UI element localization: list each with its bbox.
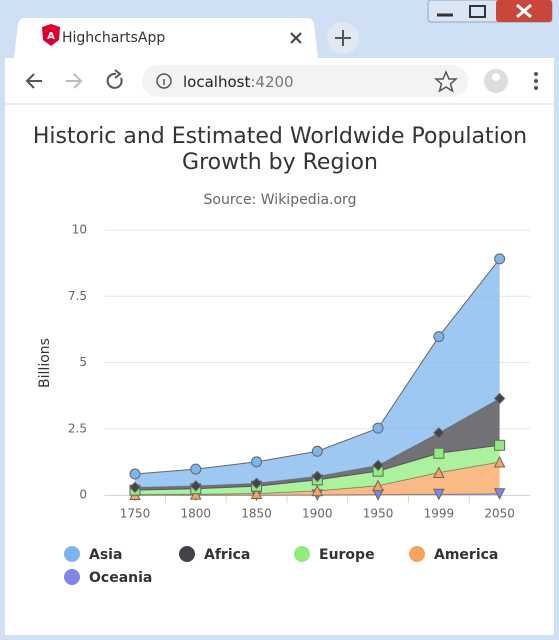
y-tick-label: 10 [72,223,87,237]
marker [494,439,506,451]
marker [433,331,445,343]
legend-symbol [179,546,195,562]
legend-symbol [64,546,80,562]
tab-close[interactable] [290,32,302,44]
legend-symbol [294,546,310,562]
x-tick-label: 1950 [363,507,394,521]
marker [129,481,141,494]
y-tick-label: 5 [79,355,87,369]
marker [250,487,263,500]
legend-symbol [64,569,80,585]
reload-button[interactable] [106,72,123,89]
y-tick-label: 2.5 [68,421,87,435]
marker [433,427,445,439]
marker [493,488,506,500]
area-fill [134,258,500,488]
marker [311,484,324,497]
close-window-icon [516,3,532,19]
tab[interactable] [14,18,318,58]
chart-title-line: Growth by Region [182,150,378,175]
x-tick-label: 1750 [120,507,151,521]
marker [494,253,506,265]
site-info-icon[interactable] [156,73,172,89]
chart-title: Historic and Estimated Worldwide Populat… [33,124,527,175]
bookmark-star[interactable] [434,70,458,93]
chart-subtitle: Source: Wikipedia.org [204,192,357,208]
area-fill [134,398,500,491]
marker [372,459,384,472]
y-tick-label: 0 [79,488,87,502]
legend-symbol [409,546,425,562]
legend-label: America [434,547,498,563]
marker [129,468,141,480]
tab-favicon-letter: A [47,31,55,42]
url: localhost:4200 [183,73,294,91]
marker [190,480,202,492]
legend-label: Europe [319,547,375,563]
url-port: :4200 [250,73,293,91]
tab-title: HighchartsApp [62,30,165,46]
tab-favicon [42,24,60,46]
marker [372,422,384,434]
legend-label: Asia [89,547,122,563]
marker [311,445,323,457]
marker [433,447,445,459]
legend-label: Africa [204,547,250,563]
x-tick-label: 1800 [180,507,211,521]
x-tick-label: 1850 [241,507,272,521]
marker [311,470,324,483]
marker [493,392,506,405]
x-tick-label: 1999 [424,507,455,521]
chart: Historic and Estimated Worldwide Populat… [33,124,530,586]
forward-button[interactable] [66,73,83,89]
menu-button[interactable] [534,72,538,90]
profile-head [492,73,500,81]
marker [493,455,506,468]
new-tab-icon [335,30,351,46]
marker [251,456,263,468]
legend-label: Oceania [89,570,152,586]
address-bar[interactable] [142,65,468,97]
marker [372,479,384,492]
maximize-button[interactable] [469,5,486,18]
url-host: localhost [183,73,250,91]
back-button[interactable] [25,73,42,89]
marker [433,466,445,479]
area-fill [134,461,500,495]
x-tick-label: 1900 [302,507,333,521]
chart-title-line: Historic and Estimated Worldwide Populat… [33,124,527,149]
y-axis-label: Billions [37,338,53,388]
marker [433,488,445,501]
marker [250,477,263,489]
y-tick-label: 7.5 [68,289,87,303]
x-tick-label: 2050 [484,507,515,521]
reload-arrow [114,69,122,79]
marker [190,463,202,475]
